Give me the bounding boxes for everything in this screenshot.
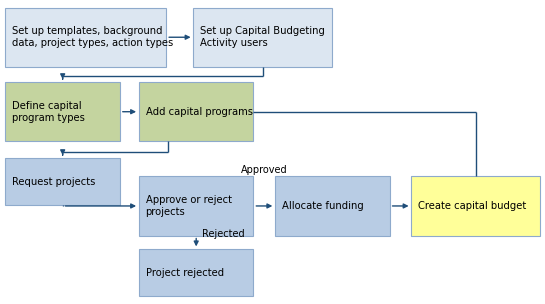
Text: Rejected: Rejected [202, 230, 244, 240]
Text: Allocate funding: Allocate funding [282, 201, 364, 211]
Text: Set up Capital Budgeting
Activity users: Set up Capital Budgeting Activity users [200, 26, 325, 48]
FancyBboxPatch shape [139, 82, 253, 141]
FancyBboxPatch shape [139, 176, 253, 236]
FancyBboxPatch shape [275, 176, 390, 236]
Text: Request projects: Request projects [12, 177, 95, 187]
Text: Approved: Approved [241, 165, 288, 175]
Text: Define capital
program types: Define capital program types [12, 101, 85, 123]
FancyBboxPatch shape [5, 8, 166, 67]
Text: Project rejected: Project rejected [146, 268, 223, 278]
FancyBboxPatch shape [139, 249, 253, 296]
FancyBboxPatch shape [411, 176, 540, 236]
Text: Set up templates, background
data, project types, action types: Set up templates, background data, proje… [12, 26, 173, 48]
FancyBboxPatch shape [5, 158, 120, 205]
Text: Create capital budget: Create capital budget [418, 201, 526, 211]
FancyBboxPatch shape [5, 82, 120, 141]
FancyBboxPatch shape [193, 8, 332, 67]
Text: Approve or reject
projects: Approve or reject projects [146, 195, 232, 217]
Text: Add capital programs: Add capital programs [146, 107, 252, 117]
